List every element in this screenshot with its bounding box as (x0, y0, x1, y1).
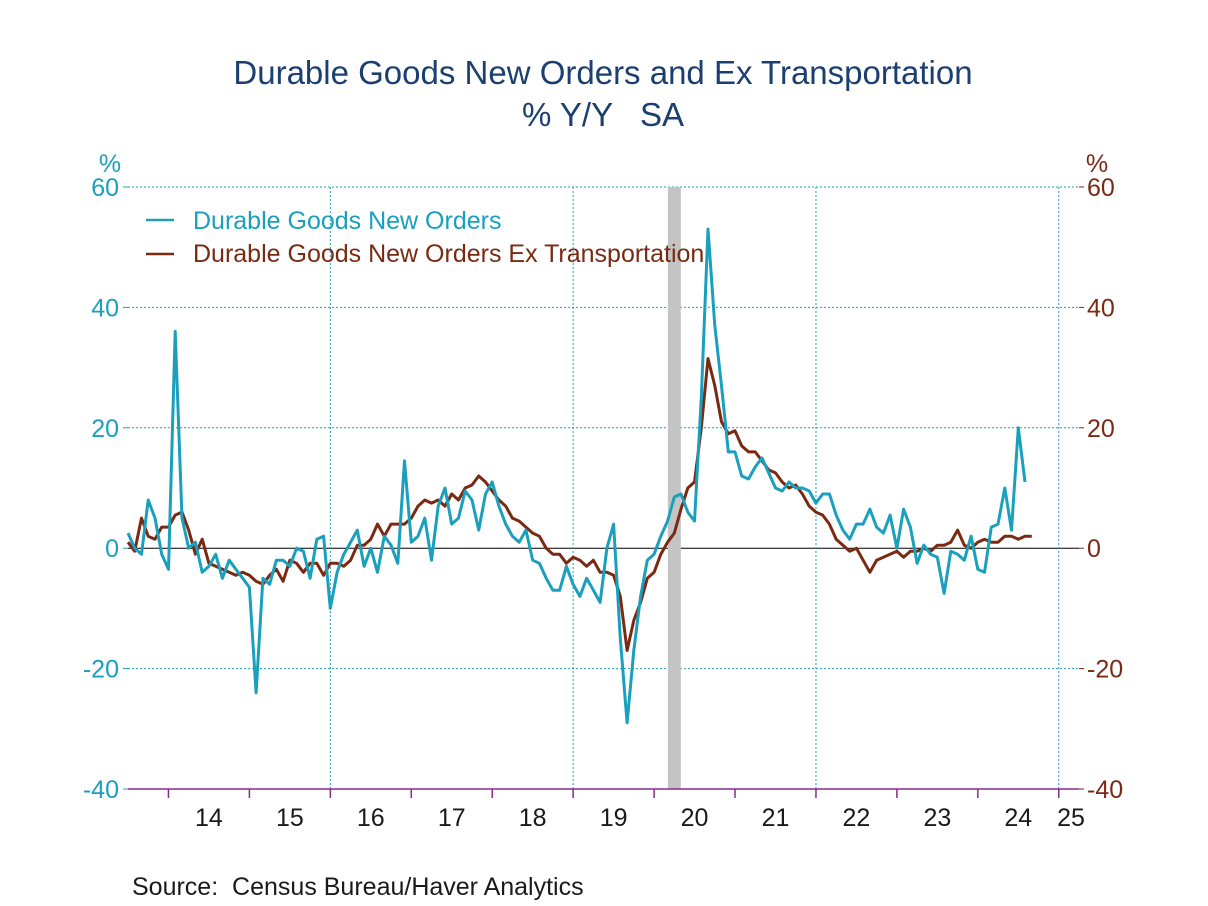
x-tick-label: 25 (1057, 804, 1085, 832)
left-axis-unit: % (99, 150, 121, 178)
chart-subtitle: % Y/Y SA (522, 96, 684, 133)
x-axis: 14 15 16 17 18 19 20 21 22 23 24 25 (128, 788, 1085, 832)
legend-label-durable-goods: Durable Goods New Orders (193, 207, 501, 235)
x-tick-label: 14 (195, 804, 223, 832)
series-lines (126, 227, 1032, 725)
x-tick-label: 19 (600, 804, 628, 832)
chart-title: Durable Goods New Orders and Ex Transpor… (233, 54, 972, 91)
x-tick-label: 18 (519, 804, 547, 832)
x-tick-label: 15 (276, 804, 304, 832)
recession-shading (667, 187, 681, 789)
recession-band (667, 187, 681, 789)
right-tick-label: 60 (1087, 174, 1115, 202)
series-line (126, 357, 1032, 652)
left-tick-label: 20 (91, 415, 119, 443)
x-tick-label: 20 (681, 804, 709, 832)
right-tick-label: 0 (1087, 535, 1101, 563)
x-tick-label: 23 (923, 804, 951, 832)
x-tick-label: 21 (762, 804, 790, 832)
left-tick-label: -40 (83, 776, 119, 804)
left-tick-label: 0 (105, 535, 119, 563)
x-tick-label: 17 (438, 804, 466, 832)
right-tick-label: 40 (1087, 294, 1115, 322)
right-tick-label: -40 (1087, 776, 1123, 804)
x-tick-label: 16 (357, 804, 385, 832)
x-tick-label: 22 (843, 804, 871, 832)
left-tick-label: -20 (83, 656, 119, 684)
right-tick-label: -20 (1087, 656, 1123, 684)
left-tick-label: 40 (91, 294, 119, 322)
series-line (126, 227, 1027, 725)
right-axis-unit: % (1086, 150, 1108, 178)
source-note: Source: Census Bureau/Haver Analytics (132, 873, 584, 901)
y-axis-ticks: 60 60 40 40 20 20 0 0 -20 -20 -40 -40 (83, 174, 1123, 804)
legend-label-ex-transportation: Durable Goods New Orders Ex Transportati… (193, 240, 704, 268)
right-tick-label: 20 (1087, 415, 1115, 443)
left-tick-label: 60 (91, 174, 119, 202)
legend: Durable Goods New Orders Durable Goods N… (146, 207, 704, 268)
gridlines (128, 186, 1079, 789)
x-tick-label: 24 (1004, 804, 1032, 832)
